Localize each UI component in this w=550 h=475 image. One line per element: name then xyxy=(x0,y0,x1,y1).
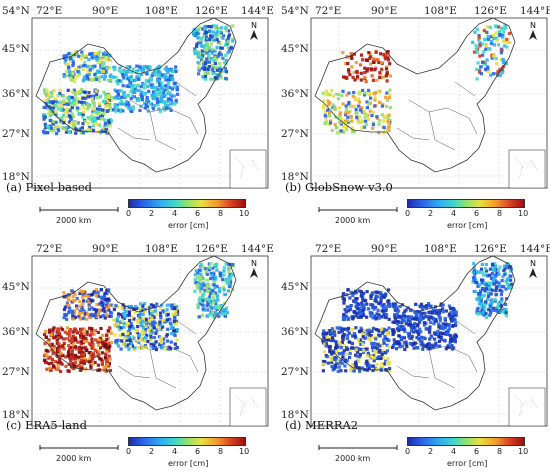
colorbar xyxy=(128,199,246,208)
colorbar-tick: 10 xyxy=(518,447,529,456)
north-arrow-label: N xyxy=(251,259,257,268)
lon-tick: 108°E xyxy=(424,5,457,17)
lon-tick: 90°E xyxy=(92,243,119,255)
map-panel-merra2: N 72°E 90°E 108°E 126°E 144°E 45°N 36°N … xyxy=(279,238,550,470)
colorbar-tick: 10 xyxy=(239,209,250,218)
colorbar-tick: 8 xyxy=(497,209,503,218)
colorbar-tick: 4 xyxy=(451,209,457,218)
colorbar-tick: 0 xyxy=(126,209,132,218)
map-globsnow: N xyxy=(310,17,548,212)
lon-tick: 72°E xyxy=(36,243,63,255)
lon-tick: 108°E xyxy=(145,5,178,17)
lon-tick: 126°E xyxy=(195,5,228,17)
panel-title: (c) ERA5-land xyxy=(6,418,87,432)
map-panel-era5-land: N 72°E 90°E 108°E 126°E 144°E 45°N 36°N … xyxy=(0,238,274,470)
map-panel-pixel-based: N 72°E 90°E 108°E 126°E 144°E 54°N 45°N … xyxy=(0,0,274,232)
lat-tick: 18°N xyxy=(2,171,30,183)
map-panel-globsnow: N 72°E 90°E 108°E 126°E 144°E 54°N 45°N … xyxy=(279,0,550,232)
colorbar-tick: 8 xyxy=(218,447,224,456)
lon-tick: 144°E xyxy=(241,5,274,17)
lat-tick: 45°N xyxy=(281,43,309,55)
north-arrow-label: N xyxy=(530,21,536,30)
lat-tick: 36°N xyxy=(281,326,309,338)
colorbar-tick: 6 xyxy=(474,447,480,456)
colorbar-tick: 4 xyxy=(451,447,457,456)
scale-bar-label: 2000 km xyxy=(56,216,92,225)
scale-bar-label: 2000 km xyxy=(335,216,371,225)
lat-tick: 27°N xyxy=(2,366,30,378)
lon-tick: 126°E xyxy=(195,243,228,255)
lat-tick: 18°N xyxy=(281,171,309,183)
lat-tick: 36°N xyxy=(2,326,30,338)
colorbar-tick: 0 xyxy=(405,209,411,218)
lon-tick: 108°E xyxy=(424,243,457,255)
lon-tick: 90°E xyxy=(92,5,119,17)
lat-tick: 36°N xyxy=(2,88,30,100)
lat-tick: 27°N xyxy=(281,366,309,378)
colorbar xyxy=(128,437,246,446)
colorbar xyxy=(407,199,525,208)
lon-tick: 90°E xyxy=(371,243,398,255)
colorbar-tick: 6 xyxy=(195,209,201,218)
colorbar-tick: 4 xyxy=(172,447,178,456)
colorbar-unit-label: error [cm] xyxy=(168,459,209,468)
lat-tick: 27°N xyxy=(281,128,309,140)
lat-tick: 54°N xyxy=(281,5,309,17)
lat-tick: 36°N xyxy=(281,88,309,100)
lon-tick: 108°E xyxy=(145,243,178,255)
colorbar-tick: 2 xyxy=(149,209,155,218)
lat-tick: 45°N xyxy=(281,281,309,293)
scale-bar-label: 2000 km xyxy=(56,454,92,463)
lon-tick: 90°E xyxy=(371,5,398,17)
map-pixel-based: N xyxy=(31,17,269,212)
lat-tick: 18°N xyxy=(2,409,30,421)
map-era5-land: N xyxy=(31,255,269,450)
colorbar-tick: 2 xyxy=(428,209,434,218)
lon-tick: 144°E xyxy=(520,243,550,255)
colorbar-unit-label: error [cm] xyxy=(447,221,488,230)
colorbar-tick: 6 xyxy=(195,447,201,456)
colorbar-tick: 0 xyxy=(126,447,132,456)
colorbar-unit-label: error [cm] xyxy=(168,221,209,230)
scale-bar-label: 2000 km xyxy=(335,454,371,463)
colorbar-tick: 0 xyxy=(405,447,411,456)
lat-tick: 45°N xyxy=(2,281,30,293)
colorbar-tick: 8 xyxy=(497,447,503,456)
lon-tick: 72°E xyxy=(315,5,342,17)
lon-tick: 72°E xyxy=(36,5,63,17)
lon-tick: 126°E xyxy=(474,243,507,255)
panel-title: (b) GlobSnow-v3.0 xyxy=(285,180,393,194)
lon-tick: 144°E xyxy=(520,5,550,17)
colorbar xyxy=(407,437,525,446)
lat-tick: 45°N xyxy=(2,43,30,55)
lon-tick: 126°E xyxy=(474,5,507,17)
panel-title: (a) Pixel-based xyxy=(6,180,93,194)
colorbar-tick: 2 xyxy=(428,447,434,456)
colorbar-tick: 6 xyxy=(474,209,480,218)
lat-tick: 27°N xyxy=(2,128,30,140)
north-arrow-label: N xyxy=(251,21,257,30)
colorbar-tick: 8 xyxy=(218,209,224,218)
map-merra2: N xyxy=(310,255,548,450)
lon-tick: 72°E xyxy=(315,243,342,255)
colorbar-tick: 10 xyxy=(518,209,529,218)
panel-title: (d) MERRA2 xyxy=(285,418,359,432)
lon-tick: 144°E xyxy=(241,243,274,255)
lat-tick: 18°N xyxy=(281,409,309,421)
colorbar-unit-label: error [cm] xyxy=(447,459,488,468)
north-arrow-label: N xyxy=(530,259,536,268)
colorbar-tick: 2 xyxy=(149,447,155,456)
colorbar-tick: 10 xyxy=(239,447,250,456)
colorbar-tick: 4 xyxy=(172,209,178,218)
lat-tick: 54°N xyxy=(2,5,30,17)
